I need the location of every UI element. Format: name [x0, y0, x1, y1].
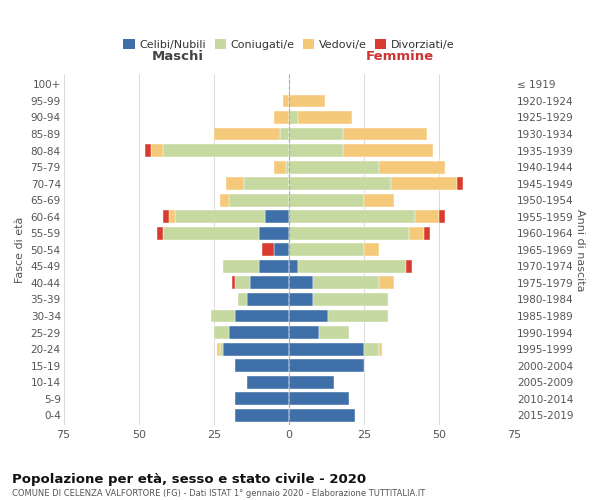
Bar	[457, 177, 463, 190]
Bar	[364, 342, 379, 355]
Bar	[289, 376, 334, 388]
Bar	[163, 210, 169, 223]
Bar	[439, 210, 445, 223]
Bar	[343, 128, 427, 140]
Bar	[211, 310, 235, 322]
Bar	[244, 177, 289, 190]
Bar	[289, 293, 313, 306]
Bar	[274, 111, 289, 124]
Bar	[298, 111, 352, 124]
Bar	[157, 227, 163, 239]
Bar	[298, 260, 406, 273]
Bar	[415, 210, 439, 223]
Text: COMUNE DI CELENZA VALFORTORE (FG) - Dati ISTAT 1° gennaio 2020 - Elaborazione TU: COMUNE DI CELENZA VALFORTORE (FG) - Dati…	[12, 489, 425, 498]
Bar	[286, 160, 289, 173]
Bar	[319, 326, 349, 339]
Bar	[274, 160, 286, 173]
Bar	[169, 210, 175, 223]
Bar	[289, 111, 298, 124]
Bar	[214, 326, 229, 339]
Bar	[262, 244, 274, 256]
Bar	[391, 177, 457, 190]
Bar	[259, 227, 289, 239]
Bar	[313, 276, 379, 289]
Bar	[289, 128, 343, 140]
Bar	[289, 392, 349, 405]
Bar	[220, 342, 223, 355]
Bar	[289, 227, 409, 239]
Bar	[289, 326, 319, 339]
Bar	[289, 160, 379, 173]
Bar	[235, 409, 289, 422]
Bar	[289, 359, 364, 372]
Bar	[343, 144, 433, 157]
Bar	[229, 194, 289, 206]
Bar	[289, 409, 355, 422]
Bar	[379, 276, 394, 289]
Text: Femmine: Femmine	[366, 50, 434, 63]
Bar	[232, 276, 235, 289]
Bar	[289, 260, 298, 273]
Bar	[379, 342, 382, 355]
Bar	[214, 128, 280, 140]
Bar	[274, 244, 289, 256]
Bar	[247, 376, 289, 388]
Bar	[235, 310, 289, 322]
Bar	[163, 144, 289, 157]
Bar	[226, 177, 244, 190]
Bar	[289, 177, 391, 190]
Text: Popolazione per età, sesso e stato civile - 2020: Popolazione per età, sesso e stato civil…	[12, 472, 366, 486]
Bar	[289, 310, 328, 322]
Bar	[238, 293, 247, 306]
Y-axis label: Anni di nascita: Anni di nascita	[575, 208, 585, 291]
Bar	[289, 276, 313, 289]
Bar	[235, 359, 289, 372]
Bar	[163, 227, 259, 239]
Bar	[223, 342, 289, 355]
Bar	[235, 392, 289, 405]
Bar	[265, 210, 289, 223]
Bar	[364, 244, 379, 256]
Bar	[145, 144, 151, 157]
Bar	[289, 210, 415, 223]
Bar	[223, 260, 259, 273]
Bar	[289, 194, 364, 206]
Legend: Celibi/Nubili, Coniugati/e, Vedovi/e, Divorziati/e: Celibi/Nubili, Coniugati/e, Vedovi/e, Di…	[119, 34, 459, 54]
Bar	[283, 94, 289, 108]
Bar	[217, 342, 220, 355]
Bar	[313, 293, 388, 306]
Bar	[328, 310, 388, 322]
Bar	[235, 276, 250, 289]
Bar	[289, 244, 364, 256]
Bar	[289, 94, 325, 108]
Bar	[280, 128, 289, 140]
Bar	[379, 160, 445, 173]
Bar	[364, 194, 394, 206]
Bar	[409, 227, 424, 239]
Bar	[220, 194, 229, 206]
Bar	[289, 144, 343, 157]
Bar	[247, 293, 289, 306]
Bar	[250, 276, 289, 289]
Bar	[259, 260, 289, 273]
Y-axis label: Fasce di età: Fasce di età	[15, 216, 25, 283]
Bar	[151, 144, 163, 157]
Bar	[229, 326, 289, 339]
Text: Maschi: Maschi	[152, 50, 204, 63]
Bar	[175, 210, 265, 223]
Bar	[289, 342, 364, 355]
Bar	[424, 227, 430, 239]
Bar	[406, 260, 412, 273]
